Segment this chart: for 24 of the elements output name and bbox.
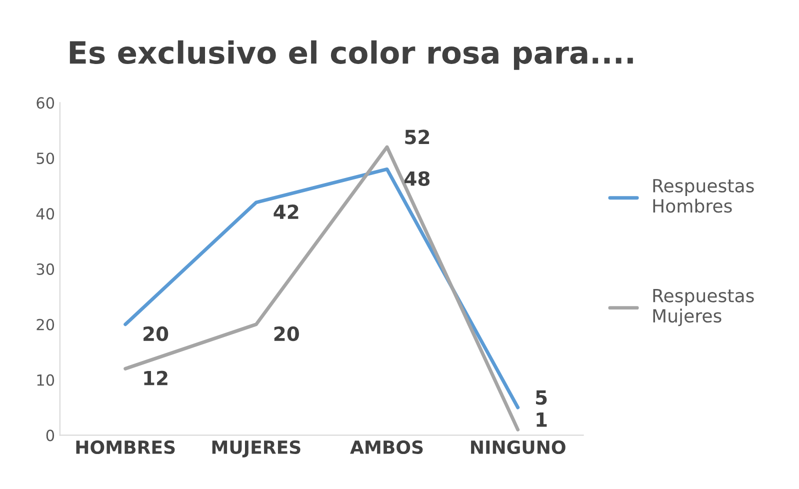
x-tick-label: AMBOS — [350, 440, 423, 454]
y-tick-label: 0 — [46, 430, 54, 442]
data-label: 12 — [144, 370, 168, 386]
line-series — [124, 145, 520, 432]
legend-label: Respuestas Mujeres — [653, 288, 754, 326]
data-label: 48 — [404, 171, 430, 186]
y-tick-label: 50 — [36, 152, 54, 164]
x-tick-label: HOMBRES — [76, 440, 175, 454]
y-tick-label: 10 — [37, 374, 54, 386]
x-tick-label: MUJERES — [212, 440, 300, 458]
y-tick-label: 40 — [36, 208, 54, 220]
chart-title: Es exclusivo el color rosa para.... — [70, 40, 633, 70]
x-tick-label: NINGUNO — [471, 440, 566, 454]
data-label: 1 — [536, 412, 547, 427]
y-tick-label: 30 — [36, 263, 54, 275]
legend-label: Respuestas Hombres — [653, 179, 754, 213]
data-label: 20 — [274, 326, 299, 342]
y-tick-label: 60 — [36, 97, 54, 109]
data-label: 52 — [405, 130, 430, 144]
line-series — [124, 167, 520, 410]
data-label: 5 — [536, 390, 547, 405]
data-label: 20 — [144, 326, 168, 342]
y-tick-label: 20 — [36, 318, 54, 330]
data-label: 42 — [274, 204, 298, 219]
